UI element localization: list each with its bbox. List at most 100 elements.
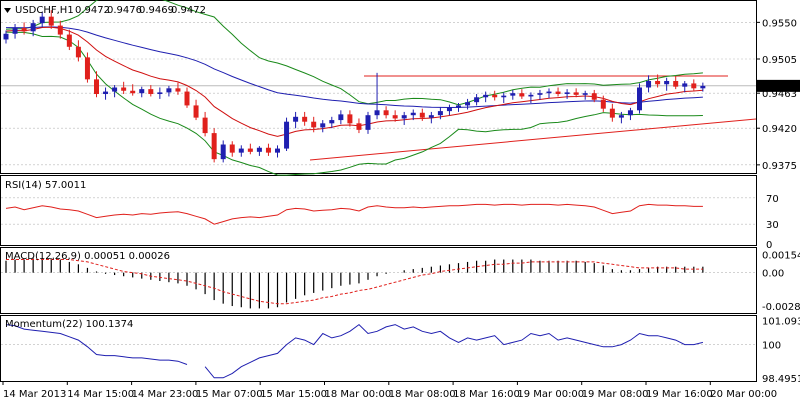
candle-body xyxy=(211,133,217,160)
candle-body xyxy=(637,87,642,111)
candle-body xyxy=(94,79,99,95)
macd-signal-line xyxy=(6,259,703,305)
candle-body xyxy=(229,144,235,153)
price-y-tick-label: 0.9463 xyxy=(762,89,797,100)
candle-body xyxy=(302,116,308,122)
candle-body xyxy=(627,110,633,116)
candle-body xyxy=(84,57,90,80)
candle-body xyxy=(3,33,9,40)
candle-body xyxy=(39,16,45,24)
price-y-tick-label: 0.9550 xyxy=(762,18,797,29)
candle-body xyxy=(655,80,661,85)
momentum-line xyxy=(204,323,704,379)
candle-body xyxy=(247,148,253,152)
price-title-high: 0.9476 xyxy=(107,5,142,16)
candle-body xyxy=(618,115,624,118)
price-panel-border xyxy=(0,0,757,174)
price-y-tick-label: 0.9420 xyxy=(762,124,797,135)
candle-body xyxy=(383,110,389,116)
candle-body xyxy=(66,34,72,47)
x-tick-label: 15 Mar 07:00 xyxy=(196,389,263,400)
candle-body xyxy=(646,80,652,88)
candle-body xyxy=(437,111,443,116)
candle-body xyxy=(103,91,109,95)
candle-body xyxy=(528,94,534,97)
candle-body xyxy=(474,97,480,103)
candle-body xyxy=(166,88,172,93)
candle-body xyxy=(456,105,461,108)
rsi-line xyxy=(5,203,703,225)
candle-body xyxy=(30,23,36,32)
current-price-box xyxy=(757,79,800,92)
bollinger-lower-band xyxy=(5,31,703,176)
candle-body xyxy=(582,93,588,95)
candle-body xyxy=(284,121,290,149)
candle-body xyxy=(311,121,317,128)
candle-body xyxy=(510,93,516,96)
candle-body xyxy=(139,89,145,94)
candle-body xyxy=(275,148,280,153)
candle-body xyxy=(537,93,543,95)
rsi-y-tick-label: 70 xyxy=(766,194,779,205)
price-title-close: 0.9472 xyxy=(171,5,206,16)
momentum-y-tick-label: 101.0934 xyxy=(762,316,800,327)
candle-body xyxy=(21,28,27,32)
x-tick-label: 14 Mar 15:00 xyxy=(67,389,134,400)
candle-body xyxy=(465,102,471,106)
candle-body xyxy=(57,25,63,35)
candle-body xyxy=(564,92,570,95)
candle-body xyxy=(682,83,688,87)
price-y-tick-label: 0.9375 xyxy=(762,161,797,172)
candle-body xyxy=(48,16,54,26)
candle-body xyxy=(175,88,181,92)
candle-body xyxy=(519,93,525,97)
momentum-layer: 101.0934 100 98.4951 xyxy=(1,316,800,385)
macd-title: MACD(12,26,9) 0.00051 0.00026 xyxy=(5,251,170,262)
candle-body xyxy=(546,91,552,94)
price-layer: 0.9550 0.9505 0.9463 0.9420 0.9375 0.9472 xyxy=(1,0,800,176)
candle-body xyxy=(329,120,335,124)
candle-body xyxy=(338,114,344,121)
candle-body xyxy=(347,114,353,124)
x-tick-label: 18 Mar 08:00 xyxy=(389,389,456,400)
candle-body xyxy=(573,92,579,95)
macd-y-tick-label: 0.00154 xyxy=(762,250,800,261)
candle-body xyxy=(419,112,425,118)
moving-average-slow xyxy=(6,26,703,109)
x-tick-label: 14 Mar 2013 xyxy=(3,389,66,400)
candle-body xyxy=(700,85,706,89)
candle-body xyxy=(591,93,597,100)
candle-body xyxy=(365,115,371,130)
candle-body xyxy=(428,115,434,118)
candle-body xyxy=(483,94,489,98)
candle-body xyxy=(184,91,190,106)
bollinger-upper-band xyxy=(5,0,703,106)
price-title-symbol: USDCHF,H1 xyxy=(15,5,74,16)
chart-menu-triangle-icon[interactable] xyxy=(4,8,11,13)
x-tick-label: 19 Mar 16:00 xyxy=(646,389,713,400)
candle-body xyxy=(256,147,262,152)
candle-body xyxy=(121,87,127,91)
candle-body xyxy=(12,28,18,34)
current-price-label: 0.9472 xyxy=(764,82,799,93)
macd-panel-border xyxy=(0,247,757,314)
candle-body xyxy=(193,105,199,118)
candle-body xyxy=(320,123,326,128)
x-tick-label: 19 Mar 08:00 xyxy=(582,389,649,400)
candle-body xyxy=(148,89,154,95)
candle-body xyxy=(238,148,244,153)
rsi-y-tick-label: 30 xyxy=(766,220,779,231)
candle-body xyxy=(220,144,226,160)
candle-body xyxy=(492,94,498,98)
candle-body xyxy=(609,108,615,118)
candle-body xyxy=(401,115,407,119)
x-tick-label: 14 Mar 23:00 xyxy=(132,389,199,400)
candle-body xyxy=(157,92,163,95)
x-tick-label: 20 Mar 00:00 xyxy=(710,389,777,400)
candle-body xyxy=(691,83,697,89)
rsi-y-tick-label: 0 xyxy=(766,240,772,251)
